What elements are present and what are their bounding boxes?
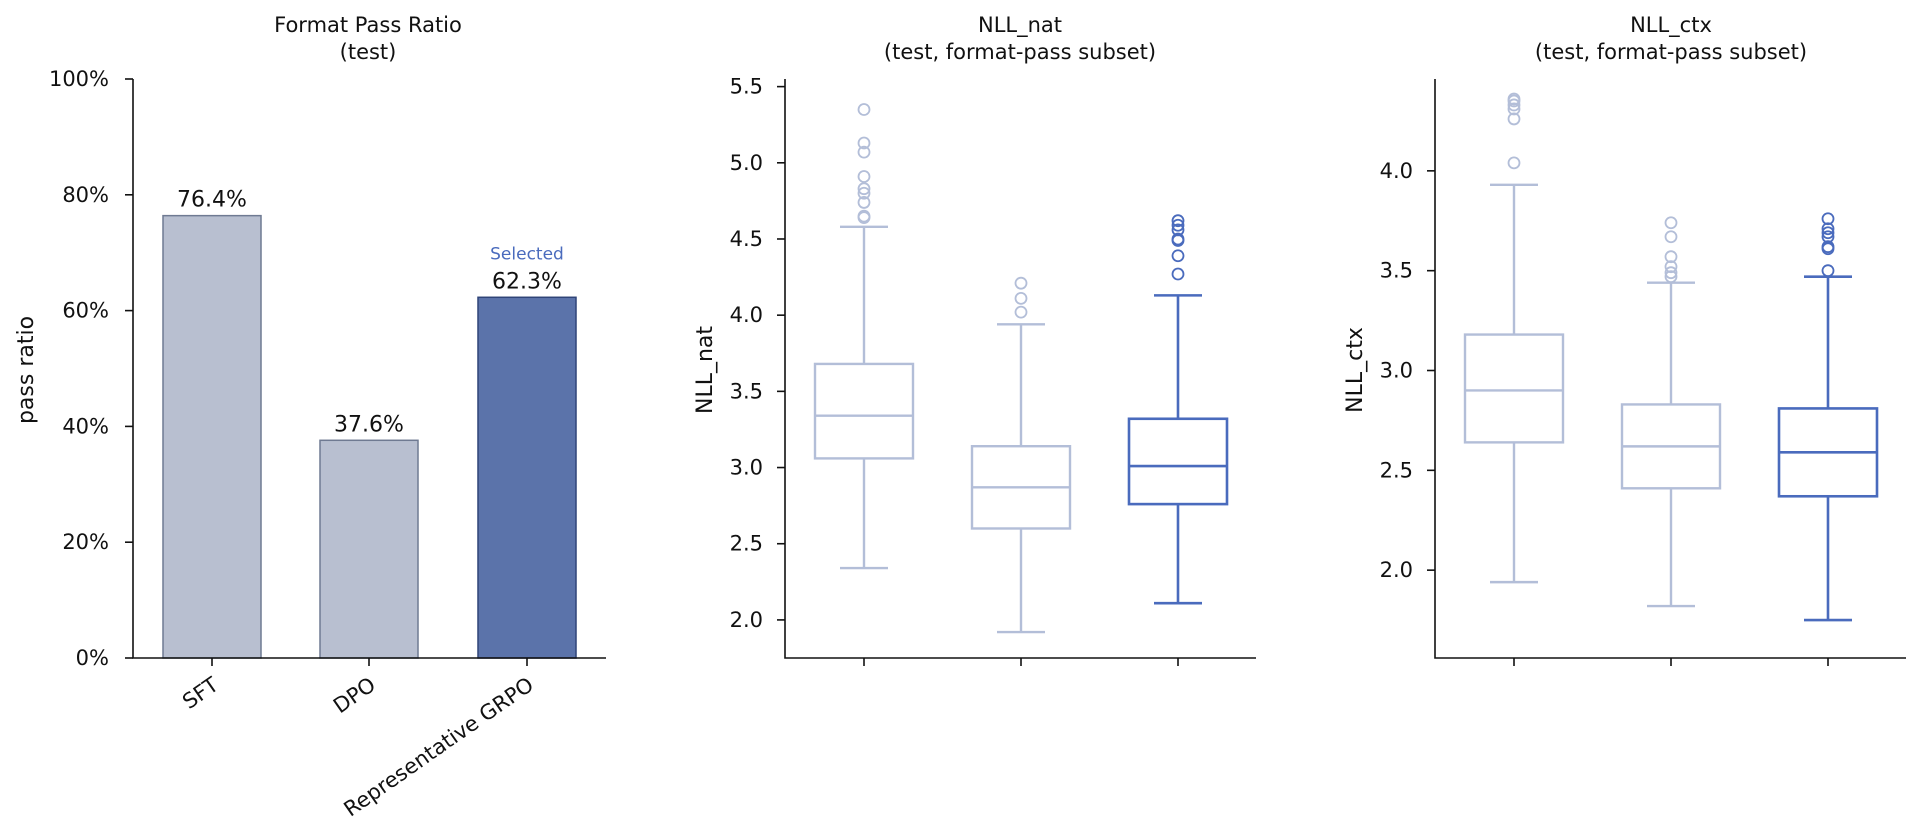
- y-tick-label: 3.5: [1380, 259, 1413, 283]
- data-label: 37.6%: [334, 412, 404, 437]
- outlier-point: [1664, 250, 1678, 264]
- outlier-point: [857, 145, 871, 159]
- outlier-point: [1507, 112, 1521, 126]
- y-axis-label: NLL_nat: [693, 326, 718, 414]
- chart-title: Format Pass Ratio: [274, 13, 462, 37]
- selected-annotation: Selected: [490, 244, 564, 264]
- x-ticks: [863, 658, 1179, 666]
- value-labels: 76.4% 37.6% 62.3%: [177, 188, 562, 438]
- outlier-point: [1171, 267, 1185, 281]
- outlier-point: [857, 103, 871, 116]
- y-tick-label: 4.5: [730, 227, 763, 251]
- y-tick-label: 40%: [62, 414, 109, 438]
- outlier-point: [1664, 230, 1678, 244]
- bar: [477, 296, 577, 659]
- chart-title: NLL_ctx: [1630, 13, 1712, 38]
- outlier-point: [1507, 98, 1521, 112]
- data-label: 76.4%: [177, 188, 247, 213]
- boxplots: [1463, 92, 1879, 622]
- boxplot: [1620, 216, 1722, 608]
- y-tick-label: 100%: [49, 67, 109, 91]
- y-tick-label: 2.0: [730, 608, 763, 632]
- y-tick-label: 4.0: [1380, 159, 1413, 183]
- panel-nll-nat: NLL_nat (test, format-pass subset) NLL_n…: [693, 13, 1256, 666]
- outlier-point: [1821, 222, 1835, 236]
- y-tick-label: 60%: [62, 299, 109, 323]
- outlier-point: [1171, 218, 1185, 232]
- data-label: 62.3%: [492, 269, 562, 294]
- x-tick-label: SFT: [178, 672, 223, 713]
- x-tick-label: DPO: [329, 672, 380, 718]
- y-tick-label: 5.0: [730, 151, 763, 175]
- outlier-point: [1821, 226, 1835, 240]
- chart-subtitle: (test): [340, 40, 397, 64]
- y-ticks: 2.0 2.5 3.0 3.5 4.0 4.5 5.0 5.5: [730, 75, 785, 632]
- outlier-point: [1171, 249, 1185, 263]
- boxplots: [813, 103, 1229, 634]
- y-ticks: 0% 20% 40% 60% 80% 100%: [49, 67, 133, 670]
- outlier-point: [857, 170, 871, 183]
- y-axis-label: pass ratio: [14, 316, 39, 424]
- axis-spine: [784, 79, 1256, 659]
- panel-format-pass-ratio: Format Pass Ratio (test) pass ratio 0% 20…: [14, 13, 606, 821]
- outlier-point: [1664, 266, 1678, 280]
- boxplot: [813, 103, 915, 570]
- boxplot: [970, 276, 1072, 634]
- outlier-point: [1014, 276, 1028, 290]
- boxplot: [1777, 212, 1879, 622]
- y-tick-label: 5.5: [730, 75, 763, 99]
- y-tick-label: 2.0: [1380, 558, 1413, 582]
- outlier-point: [1171, 223, 1185, 237]
- y-tick-label: 0%: [76, 646, 109, 670]
- chart-title: NLL_nat: [978, 13, 1062, 38]
- outlier-point: [1821, 264, 1835, 278]
- outlier-point: [1171, 214, 1185, 228]
- y-tick-label: 3.0: [730, 456, 763, 480]
- box: [813, 362, 915, 460]
- y-tick-label: 2.5: [730, 532, 763, 556]
- outlier-point: [857, 209, 871, 223]
- outlier-point: [857, 182, 871, 196]
- outlier-point: [1171, 232, 1185, 246]
- outlier-point: [857, 136, 871, 150]
- outlier-point: [1821, 230, 1835, 244]
- y-tick-label: 20%: [62, 530, 109, 554]
- outlier-point: [1664, 216, 1678, 230]
- y-tick-label: 80%: [62, 183, 109, 207]
- axis-spine: [132, 79, 606, 659]
- outlier-point: [1664, 270, 1678, 284]
- box: [1127, 417, 1229, 506]
- outlier-point: [1014, 292, 1028, 305]
- boxplot: [1127, 214, 1229, 605]
- y-tick-label: 4.0: [730, 303, 763, 327]
- chart-subtitle: (test, format-pass subset): [1535, 40, 1807, 64]
- outlier-point: [1014, 305, 1028, 319]
- outlier-point: [1507, 156, 1521, 170]
- y-tick-label: 3.0: [1380, 358, 1413, 382]
- y-tick-label: 3.5: [730, 379, 763, 403]
- outlier-point: [1821, 212, 1835, 226]
- outlier-point: [857, 196, 871, 209]
- outlier-point: [857, 186, 871, 200]
- outlier-point: [1507, 102, 1521, 116]
- outlier-point: [1507, 92, 1521, 106]
- box: [1463, 333, 1565, 444]
- y-axis-label: NLL_ctx: [1343, 327, 1368, 413]
- y-ticks: 2.0 2.5 3.0 3.5 4.0: [1380, 159, 1435, 582]
- bar: [319, 439, 419, 659]
- bar: [162, 214, 262, 659]
- outlier-point: [1821, 240, 1835, 254]
- x-ticks: [1513, 658, 1829, 666]
- y-tick-label: 2.5: [1380, 458, 1413, 482]
- panel-nll-ctx: NLL_ctx (test, format-pass subset) NLL_c…: [1343, 13, 1906, 666]
- boxplot: [1463, 92, 1565, 584]
- bars: [162, 214, 577, 659]
- chart-subtitle: (test, format-pass subset): [884, 40, 1156, 64]
- outlier-point: [1664, 260, 1678, 274]
- axis-spine: [1434, 79, 1906, 659]
